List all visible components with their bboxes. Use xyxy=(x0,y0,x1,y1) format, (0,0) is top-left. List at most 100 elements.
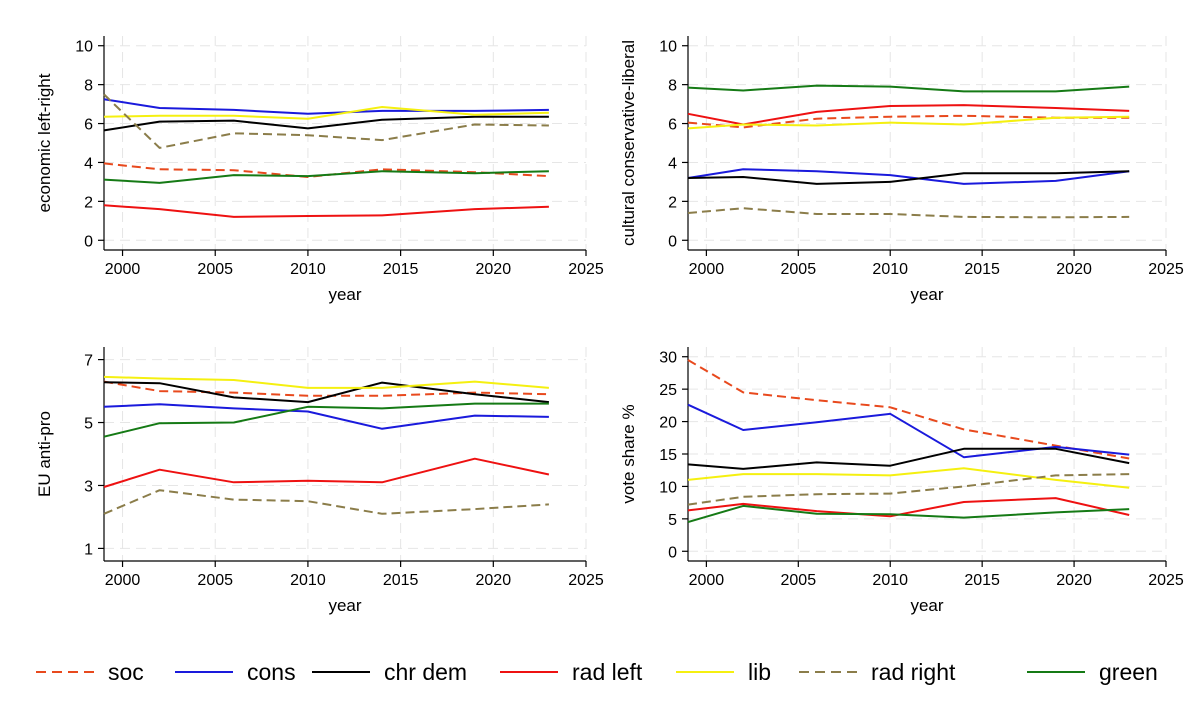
x-tick-label: 2005 xyxy=(197,572,233,589)
y-tick-label: 4 xyxy=(668,155,677,172)
y-tick-label: 6 xyxy=(84,117,93,134)
y-axis-title: cultural conservative-liberal xyxy=(619,40,638,246)
series-line-lib xyxy=(687,115,1130,130)
legend-label-soc: soc xyxy=(108,659,144,685)
x-tick-label: 2025 xyxy=(1148,261,1184,278)
y-tick-label: 1 xyxy=(84,541,93,558)
x-tick-label: 2005 xyxy=(781,572,817,589)
legend-label-green: green xyxy=(1099,659,1158,685)
panel-eu: 1 3 5 7 2000 2005 2010 2015 2020 2025 year EU anti-… xyxy=(35,347,604,615)
x-tick-label: 2000 xyxy=(105,572,141,589)
series-line-cons xyxy=(687,168,1130,185)
legend-item-lib: lib xyxy=(676,659,771,685)
series-line-radright xyxy=(103,489,549,515)
y-tick-label: 30 xyxy=(659,350,677,367)
x-tick-label: 2020 xyxy=(1056,261,1092,278)
series-line-green xyxy=(687,84,1130,93)
y-tick-label: 7 xyxy=(84,353,93,370)
x-axis-title: year xyxy=(910,596,943,615)
x-tick-label: 2010 xyxy=(872,261,908,278)
y-tick-label: 4 xyxy=(84,155,93,172)
x-tick-label: 2010 xyxy=(290,572,326,589)
x-tick-label: 2000 xyxy=(689,261,725,278)
series-line-lib xyxy=(687,467,1130,489)
series-line-radleft xyxy=(103,204,549,218)
x-axis-title: year xyxy=(910,285,943,304)
y-tick-label: 10 xyxy=(75,39,93,56)
legend-item-radleft: rad left xyxy=(500,659,643,685)
legend-item-chrdem: chr dem xyxy=(312,659,467,685)
y-tick-label: 20 xyxy=(659,415,677,432)
x-tick-label: 2015 xyxy=(964,572,1000,589)
x-tick-label: 2015 xyxy=(383,261,419,278)
series-line-green xyxy=(103,170,549,184)
series-line-cons xyxy=(103,98,549,115)
x-tick-label: 2020 xyxy=(476,572,512,589)
series-line-radleft xyxy=(687,497,1130,518)
legend-label-radleft: rad left xyxy=(572,659,643,685)
y-tick-label: 0 xyxy=(668,544,677,561)
legend-item-radright: rad right xyxy=(799,659,956,685)
series-line-chrdem xyxy=(687,170,1130,185)
x-tick-label: 2025 xyxy=(568,572,604,589)
y-tick-label: 8 xyxy=(668,78,677,95)
x-tick-label: 2010 xyxy=(872,572,908,589)
legend: soc cons chr dem rad left lib rad right green xyxy=(36,659,1158,685)
x-tick-label: 2025 xyxy=(568,261,604,278)
x-axis-title: year xyxy=(328,596,361,615)
y-tick-label: 5 xyxy=(668,512,677,529)
y-tick-label: 3 xyxy=(84,478,93,495)
series-line-radright xyxy=(103,93,549,149)
series-line-radleft xyxy=(103,457,550,488)
series-line-cons xyxy=(687,403,1130,459)
series-line-lib xyxy=(103,106,549,120)
x-tick-label: 2015 xyxy=(964,261,1000,278)
series-line-chrdem xyxy=(103,115,549,132)
series-line-green xyxy=(687,504,1130,524)
panel-cultural: 0 2 4 6 8 10 2000 2005 2010 2015 2020 2025 year cultu… xyxy=(619,36,1184,304)
y-tick-label: 25 xyxy=(659,382,677,399)
y-tick-label: 0 xyxy=(668,233,677,250)
legend-label-cons: cons xyxy=(247,659,296,685)
x-tick-label: 2000 xyxy=(105,261,141,278)
legend-label-radright: rad right xyxy=(871,659,956,685)
y-axis-title: EU anti-pro xyxy=(35,411,54,497)
legend-item-cons: cons xyxy=(175,659,296,685)
series-line-radright xyxy=(687,473,1130,506)
y-tick-label: 10 xyxy=(659,39,677,56)
y-axis-title: vote share % xyxy=(619,404,638,503)
legend-label-lib: lib xyxy=(748,659,771,685)
y-tick-label: 5 xyxy=(84,416,93,433)
legend-item-green: green xyxy=(1027,659,1158,685)
y-tick-label: 10 xyxy=(659,479,677,496)
y-tick-label: 8 xyxy=(84,78,93,95)
series-line-radright xyxy=(687,207,1130,219)
series-line-soc xyxy=(103,380,549,397)
x-tick-label: 2005 xyxy=(197,261,233,278)
y-tick-label: 15 xyxy=(659,447,677,464)
series-line-chrdem xyxy=(103,381,550,404)
x-tick-label: 2020 xyxy=(476,261,512,278)
x-tick-label: 2015 xyxy=(383,572,419,589)
x-axis-title: year xyxy=(328,285,361,304)
y-axis-title: economic left-right xyxy=(35,73,54,212)
y-tick-label: 6 xyxy=(668,117,677,134)
panel-economic: 0 2 4 6 8 10 2000 2005 2010 2015 2020 2025 year econo… xyxy=(35,36,604,304)
x-tick-label: 2000 xyxy=(689,572,725,589)
series-line-cons xyxy=(103,403,549,430)
series-line-green xyxy=(103,402,549,438)
x-tick-label: 2025 xyxy=(1148,572,1184,589)
series-line-soc xyxy=(687,359,1130,460)
y-tick-label: 2 xyxy=(668,194,677,211)
legend-label-chrdem: chr dem xyxy=(384,659,467,685)
x-tick-label: 2005 xyxy=(781,261,817,278)
y-tick-label: 0 xyxy=(84,233,93,250)
x-tick-label: 2010 xyxy=(290,261,326,278)
legend-item-soc: soc xyxy=(36,659,144,685)
y-tick-label: 2 xyxy=(84,194,93,211)
x-tick-label: 2020 xyxy=(1056,572,1092,589)
series-line-chrdem xyxy=(687,447,1130,470)
